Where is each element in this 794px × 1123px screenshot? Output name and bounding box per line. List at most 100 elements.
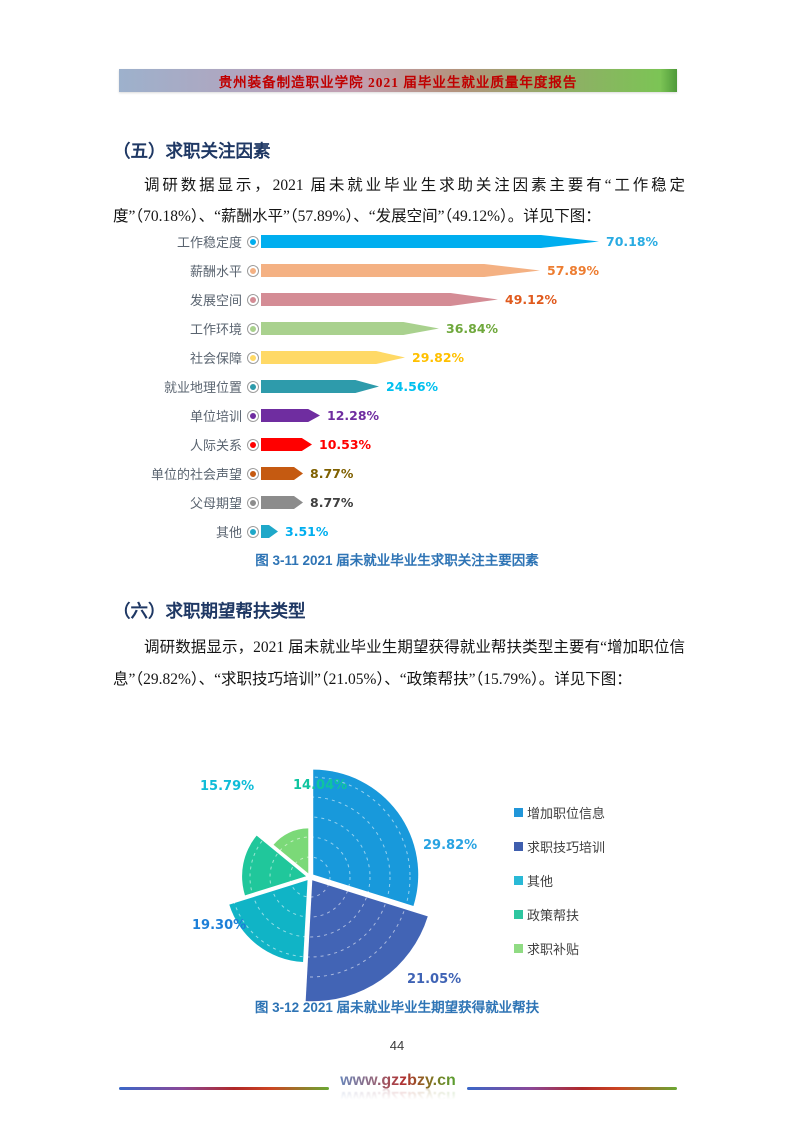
bar-marker-dot (247, 235, 259, 248)
bar-marker-dot (247, 351, 259, 364)
legend-swatch (514, 909, 523, 919)
bar-row: 人际关系 10.53% (118, 430, 698, 459)
pie-value-label: 29.82% (423, 838, 478, 853)
legend-item: 其他 (514, 863, 605, 897)
legend-item: 求职技巧培训 (514, 829, 605, 863)
pie-value-label: 21.05% (407, 972, 462, 987)
page-number: 44 (389, 1038, 405, 1053)
pie-value-label: 19.30% (192, 918, 247, 933)
bar-value-label: 3.51% (285, 524, 329, 539)
bar-value-label: 24.56% (386, 379, 439, 394)
bar (261, 438, 312, 451)
bar (261, 264, 540, 277)
pie-value-label: 15.79% (200, 779, 255, 794)
bar (261, 235, 599, 248)
polar-gridline (289, 856, 331, 898)
bar-row: 发展空间 49.12% (118, 285, 698, 314)
bar-value-label: 70.18% (606, 234, 659, 249)
bar-value-label: 29.82% (412, 350, 465, 365)
figure-3-12-caption: 图 3-12 2021 届未就业毕业生期望获得就业帮扶 (254, 1000, 540, 1015)
legend-label: 求职补贴 (527, 941, 580, 957)
section-six-paragraph: 调研数据显示，2021 届未就业毕业生期望获得就业帮扶类型主要有“增加职位信息”… (113, 639, 685, 688)
bar-row: 其他 3.51% (118, 517, 698, 546)
bar (261, 293, 498, 306)
bar (261, 351, 405, 364)
bar-row: 单位的社会声望 8.77% (118, 459, 698, 488)
legend-swatch (514, 807, 523, 817)
bar-category-label: 社会保障 (189, 351, 242, 366)
footer-website: www.gzzbzy.cn www.gzzbzy.cn (340, 1072, 456, 1105)
bar-category-label: 其他 (215, 525, 242, 540)
bar-value-label: 8.77% (310, 495, 354, 510)
bar-row: 工作环境 36.84% (118, 314, 698, 343)
bar-value-label: 36.84% (446, 321, 499, 336)
pie-slice (273, 828, 309, 874)
legend-item: 求职补贴 (514, 931, 605, 965)
footer-gradient-line-right (467, 1086, 677, 1090)
footer: www.gzzbzy.cn www.gzzbzy.cn (119, 1068, 677, 1108)
bar-value-label: 49.12% (505, 292, 558, 307)
pie-slice (229, 880, 308, 963)
bar-category-label: 人际关系 (189, 438, 242, 453)
section-six-heading: （六）求职期望帮扶类型 (113, 601, 306, 621)
polar-gridline (249, 816, 371, 938)
polar-gridline (269, 836, 351, 918)
bar-row: 父母期望 8.77% (118, 488, 698, 517)
bar-row: 社会保障 29.82% (118, 343, 698, 372)
footer-gradient-line-left (119, 1086, 329, 1090)
bar-value-label: 12.28% (327, 408, 380, 423)
legend-swatch (514, 875, 523, 885)
legend-item: 增加职位信息 (514, 795, 605, 829)
bar-marker-dot (247, 264, 259, 277)
polar-gridline (209, 776, 411, 978)
bar-value-label: 10.53% (319, 437, 372, 452)
bar-category-label: 薪酬水平 (189, 264, 242, 279)
bar (261, 409, 320, 422)
bar-marker-dot (247, 322, 259, 335)
website-reflection: www.gzzbzy.cn (340, 1087, 456, 1105)
legend-label: 增加职位信息 (527, 805, 606, 821)
bar-marker-dot (247, 438, 259, 451)
bar (261, 525, 278, 538)
bar-value-label: 57.89% (547, 263, 600, 278)
bar (261, 380, 379, 393)
bar-marker-dot (247, 467, 259, 480)
legend-swatch (514, 943, 523, 953)
legend-label: 其他 (527, 873, 554, 889)
bar (261, 322, 439, 335)
pie-slice (313, 769, 419, 906)
bar-category-label: 单位的社会声望 (150, 467, 242, 482)
pie-value-label: 14.04% (293, 778, 348, 793)
bar-marker-dot (247, 380, 259, 393)
bar-row: 工作稳定度 70.18% (118, 227, 698, 256)
header-banner: 贵州装备制造职业学院 2021 届毕业生就业质量年度报告 (119, 69, 677, 92)
rose-chart (209, 769, 428, 1002)
bar-row: 薪酬水平 57.89% (118, 256, 698, 285)
polar-gridline (229, 796, 391, 958)
bar-marker-dot (247, 525, 259, 538)
bar-row: 就业地理位置 24.56% (118, 372, 698, 401)
bar-category-label: 就业地理位置 (163, 380, 242, 395)
bar-row: 单位培训 12.28% (118, 401, 698, 430)
pie-slice (305, 880, 428, 1002)
bar (261, 496, 303, 509)
chart-legend: 增加职位信息 求职技巧培训 其他政策帮扶求职补贴 (514, 795, 605, 965)
legend-label: 求职技巧培训 (527, 839, 606, 855)
website-link[interactable]: www.gzzbzy.cn (340, 1071, 456, 1089)
legend-label: 政策帮扶 (527, 907, 580, 923)
bar-category-label: 父母期望 (189, 496, 242, 511)
header-title: 贵州装备制造职业学院 2021 届毕业生就业质量年度报告 (218, 74, 578, 90)
figure-3-11-caption: 图 3-11 2021 届未就业毕业生求职关注主要因素 (255, 553, 539, 568)
section-five-heading: （五）求职关注因素 (113, 141, 271, 161)
bar (261, 467, 303, 480)
bar-category-label: 发展空间 (189, 293, 242, 308)
bar-marker-dot (247, 409, 259, 422)
bar-category-label: 单位培训 (189, 409, 242, 424)
bar-chart: 工作稳定度 70.18% 薪酬水平 57.89% 发展空间 49.12% 工作环境 36.84… (118, 227, 698, 546)
bar-marker-dot (247, 496, 259, 509)
legend-item: 政策帮扶 (514, 897, 605, 931)
bar-value-label: 8.77% (310, 466, 354, 481)
bar-marker-dot (247, 293, 259, 306)
section-five-paragraph: 调研数据显示，2021 届未就业毕业生求助关注因素主要有“工作稳定度”（70.1… (113, 177, 685, 225)
